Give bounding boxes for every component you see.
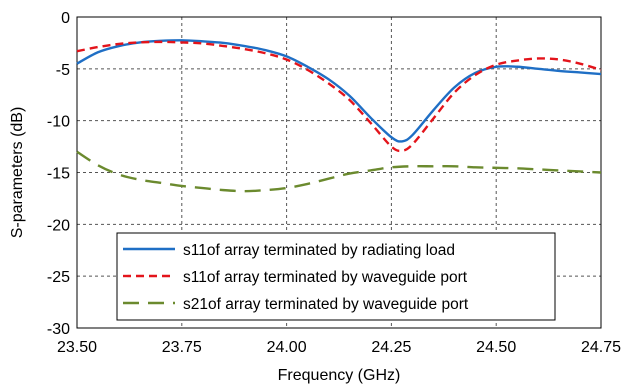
- legend-label-3: s21of array terminated by waveguide port: [183, 296, 469, 313]
- x-axis-ticks: 23.50 23.75 24.00 24.25 24.50 24.75: [57, 339, 621, 356]
- series-line-3: [76, 150, 602, 193]
- legend: s11of array terminated by radiating load…: [116, 232, 556, 321]
- x-tick-label: 24.75: [581, 339, 621, 356]
- y-tick-label: 0: [61, 10, 70, 27]
- x-tick-label: 24.00: [267, 339, 307, 356]
- series-line-1: [76, 39, 602, 143]
- series-line-2: [76, 40, 602, 153]
- legend-label-2: s11of array terminated by waveguide port: [183, 269, 468, 286]
- y-tick-label: -30: [47, 321, 70, 338]
- series-layer: [76, 39, 602, 193]
- y-tick-label: -10: [47, 114, 70, 131]
- y-axis-title: S-parameters (dB): [9, 107, 26, 239]
- x-tick-label: 23.50: [57, 339, 97, 356]
- y-axis-ticks: 0 -5 -10 -15 -20 -25 -30: [47, 10, 70, 338]
- y-tick-label: -5: [56, 62, 70, 79]
- y-tick-label: -15: [47, 166, 70, 183]
- x-tick-label: 24.50: [476, 339, 516, 356]
- x-tick-label: 24.25: [371, 339, 411, 356]
- legend-box: [116, 232, 556, 321]
- y-tick-label: -20: [47, 217, 70, 234]
- y-tick-label: -25: [47, 269, 70, 286]
- legend-label-1: s11of array terminated by radiating load: [183, 242, 455, 259]
- x-axis-title: Frequency (GHz): [278, 367, 401, 384]
- x-tick-label: 23.75: [162, 339, 202, 356]
